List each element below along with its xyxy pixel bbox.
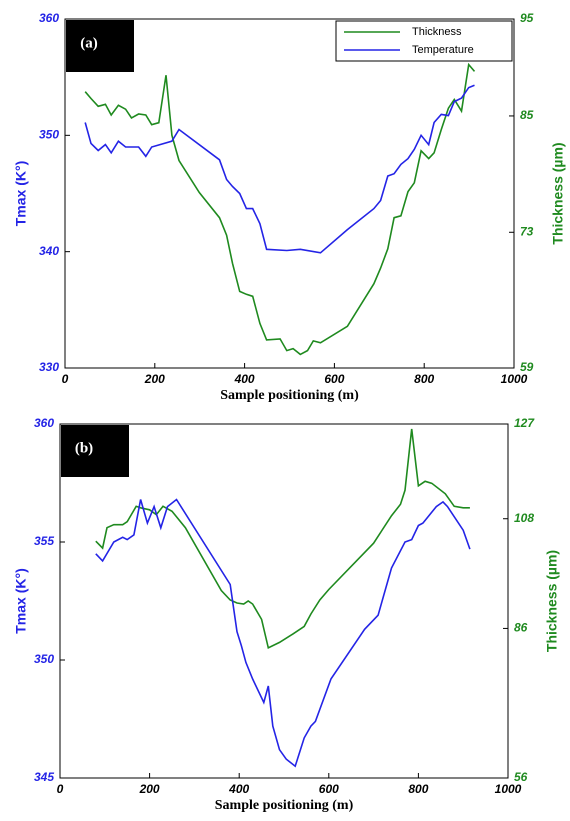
panel-label-box [61, 425, 129, 477]
panel-label: (b) [75, 440, 93, 456]
y2-axis-label: Thickness (µm) [544, 550, 560, 652]
y-axis-label: Tmax (K°) [13, 568, 29, 634]
x-tick-label: 800 [408, 782, 428, 796]
data-line [84, 62, 476, 356]
y-tick-label: 350 [39, 128, 59, 142]
data-line [95, 498, 471, 768]
y2-tick-label: 85 [520, 108, 534, 122]
x-tick-label: 0 [57, 782, 64, 796]
y2-tick-label: 86 [514, 621, 528, 635]
legend: Thickness Temperature [335, 20, 513, 62]
x-tick-label: 1000 [501, 372, 528, 386]
y2-tick-label: 95 [520, 11, 534, 25]
y2-axis-label: Thickness (µm) [550, 142, 566, 244]
panel-label: (a) [80, 35, 98, 51]
x-tick-label: 600 [319, 782, 339, 796]
x-tick-label: 400 [228, 782, 249, 796]
y2-tick-label: 127 [514, 416, 535, 430]
y-tick-label: 360 [39, 11, 59, 25]
y2-tick-label: 108 [514, 511, 534, 525]
data-line [95, 428, 470, 650]
y-tick-label: 330 [39, 360, 59, 374]
plot-frame [64, 18, 515, 369]
x-axis-label: Sample positioning (m) [220, 388, 359, 403]
y-tick-label: 355 [34, 534, 54, 548]
y-tick-label: 345 [34, 770, 54, 784]
y-tick-label: 340 [39, 244, 59, 258]
y2-tick-label: 56 [514, 770, 528, 784]
x-tick-label: 400 [234, 372, 255, 386]
data-line [84, 84, 475, 254]
y2-tick-label: 73 [520, 224, 534, 238]
x-tick-label: 200 [144, 372, 165, 386]
y-tick-label: 360 [34, 416, 54, 430]
legend-label: Thickness [412, 26, 462, 38]
plot-frame [59, 423, 509, 779]
x-tick-label: 600 [324, 372, 344, 386]
legend-box [335, 20, 513, 62]
y-tick-label: 350 [34, 652, 54, 666]
x-tick-label: 800 [414, 372, 434, 386]
x-tick-label: 1000 [495, 782, 522, 796]
legend-label: Temperature [412, 44, 474, 56]
panel-label-box [66, 20, 134, 72]
x-tick-label: 200 [139, 782, 160, 796]
x-axis-label: Sample positioning (m) [215, 798, 354, 813]
y2-tick-label: 59 [520, 360, 534, 374]
y-axis-label: Tmax (K°) [13, 161, 29, 227]
x-tick-label: 0 [62, 372, 69, 386]
